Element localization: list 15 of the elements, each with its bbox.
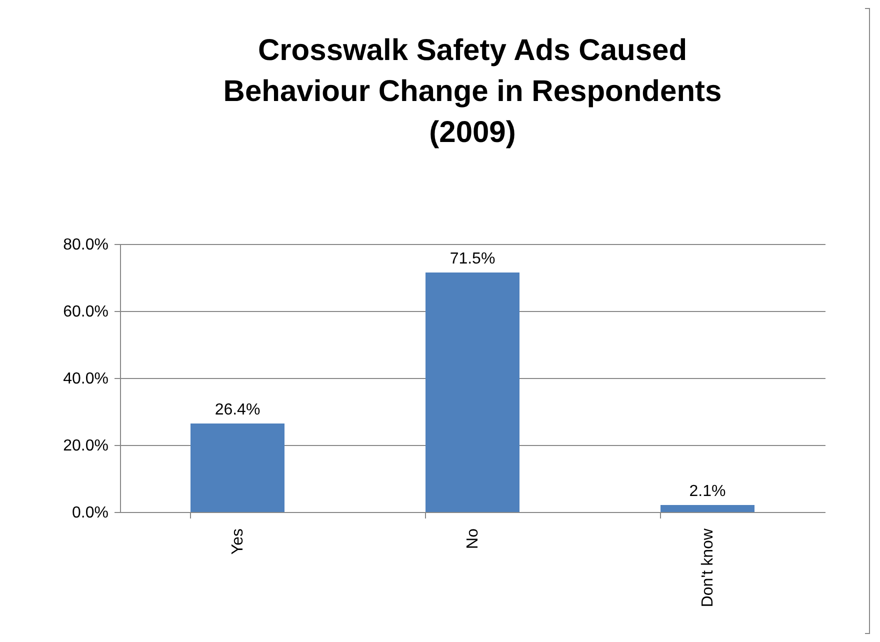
bar: [190, 424, 284, 512]
bar: [426, 272, 520, 512]
data-label: 2.1%: [689, 482, 726, 500]
chart-title: Crosswalk Safety Ads Caused Behaviour Change in Respondents (2009): [223, 34, 722, 149]
x-tick-label: Don't know: [700, 528, 716, 608]
x-tick-label: Yes: [230, 528, 246, 555]
y-tick-label: 0.0%: [72, 504, 108, 522]
data-label: 26.4%: [214, 402, 260, 419]
y-tick-label: 20.0%: [63, 438, 108, 454]
y-tick-label: 60.0%: [63, 304, 108, 320]
data-label: 71.5%: [450, 250, 496, 268]
bar: [660, 504, 754, 512]
x-tick-label: No: [464, 528, 482, 549]
y-tick-label: 80.0%: [63, 236, 108, 254]
y-tick-label: 40.0%: [63, 370, 108, 388]
